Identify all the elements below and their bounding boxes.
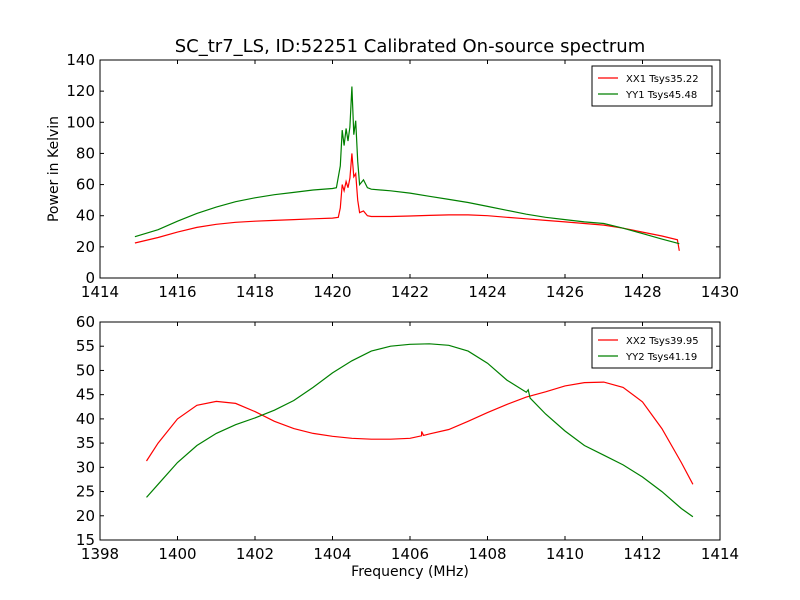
x-tick-label: 1412 [623,545,661,563]
legend-entry: YY1 Tsys45.48 [625,90,697,101]
top-spectrum-panel: 1414 1416 1418 1420 1422 1424 1426 1428 1430 0 20 4… [46,51,739,301]
x-tick-label: 1422 [391,283,429,301]
y-tick-label: 120 [66,82,95,100]
series-line-xx1-tsys35-22 [134,153,680,251]
x-tick-label: 1416 [158,283,196,301]
series-line-yy2-tsys41-19 [146,343,694,518]
x-tick-label: 1404 [313,545,351,563]
y-tick-label: 40 [76,410,95,428]
x-axis-label: Frequency (MHz) [351,564,469,580]
y-tick-label: 50 [76,361,95,379]
x-tick-label: 1424 [468,283,506,301]
y-tick-label: 100 [66,113,95,131]
x-tick-label: 1400 [158,545,196,563]
x-tick-label: 1414 [81,283,119,301]
y-tick-label: 55 [76,337,95,355]
y-tick-label: 140 [66,51,95,69]
y-tick-label: 40 [76,207,95,225]
y-tick-label: 25 [76,483,95,501]
x-tick-label: 1426 [546,283,584,301]
x-tick-label: 1408 [468,545,506,563]
x-tick-label: 1398 [81,545,119,563]
y-tick-label: 30 [76,458,95,476]
figure-title: SC_tr7_LS, ID:52251 Calibrated On-source… [175,36,646,57]
series-line-yy1-tsys45-48 [134,86,680,245]
legend-entry: XX1 Tsys35.22 [626,74,699,85]
y-tick-label: 15 [76,531,95,549]
x-tick-label: 1402 [236,545,274,563]
legend-entry: XX2 Tsys39.95 [626,336,699,347]
y-tick-label: 80 [76,144,95,162]
y-axis-label: Power in Kelvin [46,116,62,222]
x-tick-label: 1420 [313,283,351,301]
x-tick-label: 1428 [623,283,661,301]
legend: XX2 Tsys39.95 YY2 Tsys41.19 [591,327,713,369]
x-tick-label: 1418 [236,283,274,301]
legend-box [591,327,713,369]
y-tick-label: 45 [76,386,95,404]
legend-box [591,65,713,107]
series-line-xx2-tsys39-95 [145,381,694,485]
x-tick-label: 1410 [546,545,584,563]
x-tick-label: 1406 [391,545,429,563]
legend: XX1 Tsys35.22 YY1 Tsys45.48 [591,65,713,107]
y-tick-label: 60 [76,313,95,331]
y-tick-label: 0 [85,269,95,287]
legend-entry: YY2 Tsys41.19 [625,352,697,363]
y-tick-label: 20 [76,507,95,525]
y-tick-label: 35 [76,434,95,452]
x-tick-label: 1414 [701,545,739,563]
x-tick-label: 1430 [701,283,739,301]
y-tick-label: 20 [76,238,95,256]
y-tick-label: 60 [76,176,95,194]
bottom-spectrum-panel: 1398 1400 1402 1404 1406 1408 1410 1412 1414 15 20… [76,313,739,580]
